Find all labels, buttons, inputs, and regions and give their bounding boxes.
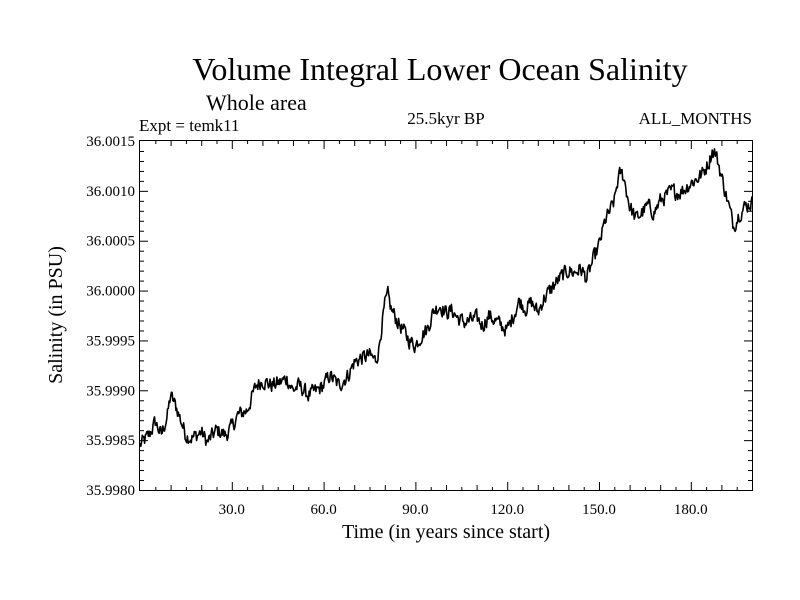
- plot-area: [139, 148, 753, 448]
- chart-title: Volume Integral Lower Ocean Salinity: [192, 51, 687, 87]
- y-tick-label: 35.9990: [86, 383, 135, 399]
- y-tick-label: 35.9985: [86, 433, 135, 449]
- y-tick-label: 35.9980: [86, 483, 135, 499]
- x-tick-label: 150.0: [582, 502, 616, 518]
- y-tick-label: 36.0015: [86, 134, 135, 150]
- x-tick-label: 120.0: [490, 502, 524, 518]
- period-label: 25.5kyr BP: [407, 109, 484, 128]
- y-tick-label: 35.9995: [86, 333, 135, 349]
- x-tick-label: 90.0: [402, 502, 428, 518]
- x-tick-label: 180.0: [674, 502, 708, 518]
- y-tick-label: 36.0005: [86, 234, 135, 250]
- plot-frame: [139, 140, 753, 491]
- x-axis-label: Time (in years since start): [342, 521, 550, 543]
- salinity-series-line: [139, 148, 753, 448]
- x-tick-label: 60.0: [310, 502, 336, 518]
- y-axis-label: Salinity (in PSU): [45, 246, 67, 384]
- chart-subtitle: Whole area: [206, 90, 307, 115]
- y-tick-label: 36.0000: [86, 284, 135, 300]
- y-tick-label: 36.0010: [86, 184, 135, 200]
- months-label: ALL_MONTHS: [639, 109, 752, 128]
- experiment-label: Expt = temk11: [139, 116, 240, 135]
- x-tick-label: 30.0: [219, 502, 245, 518]
